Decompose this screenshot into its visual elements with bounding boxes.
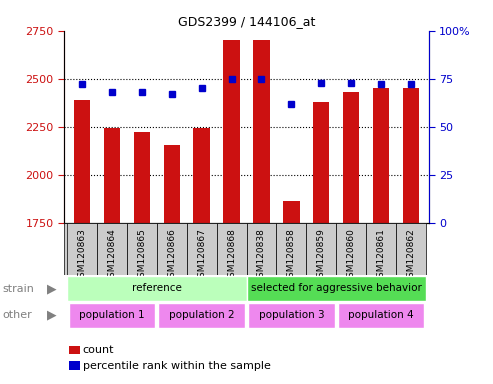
- Text: GSM120861: GSM120861: [377, 228, 386, 283]
- Bar: [403, 88, 419, 223]
- Text: strain: strain: [2, 284, 35, 294]
- Text: GSM120858: GSM120858: [287, 228, 296, 283]
- Title: GDS2399 / 144106_at: GDS2399 / 144106_at: [178, 15, 315, 28]
- Text: GSM120868: GSM120868: [227, 228, 236, 283]
- Bar: [97, 223, 127, 275]
- Text: population 4: population 4: [348, 310, 414, 320]
- Bar: [366, 223, 396, 275]
- Bar: [336, 223, 366, 275]
- Bar: [248, 303, 335, 328]
- Text: GSM120838: GSM120838: [257, 228, 266, 283]
- Bar: [193, 127, 210, 223]
- Text: percentile rank within the sample: percentile rank within the sample: [83, 361, 271, 371]
- Text: selected for aggressive behavior: selected for aggressive behavior: [251, 283, 422, 293]
- Bar: [306, 223, 336, 275]
- Bar: [373, 88, 389, 223]
- Bar: [246, 276, 426, 301]
- Text: other: other: [2, 310, 32, 320]
- Bar: [187, 223, 216, 275]
- Bar: [223, 40, 240, 223]
- Text: count: count: [83, 345, 114, 355]
- Bar: [127, 223, 157, 275]
- Bar: [283, 200, 300, 223]
- Bar: [216, 223, 246, 275]
- Bar: [313, 102, 329, 223]
- Text: GSM120863: GSM120863: [77, 228, 87, 283]
- Bar: [69, 303, 155, 328]
- Bar: [157, 223, 187, 275]
- Bar: [246, 223, 277, 275]
- Text: GSM120860: GSM120860: [347, 228, 355, 283]
- Text: GSM120859: GSM120859: [317, 228, 326, 283]
- Text: population 3: population 3: [258, 310, 324, 320]
- Bar: [396, 223, 426, 275]
- Bar: [134, 131, 150, 223]
- Bar: [164, 145, 180, 223]
- Bar: [158, 303, 245, 328]
- Text: reference: reference: [132, 283, 182, 293]
- Text: GSM120865: GSM120865: [138, 228, 146, 283]
- Bar: [277, 223, 306, 275]
- Text: GSM120864: GSM120864: [107, 228, 116, 283]
- Text: population 1: population 1: [79, 310, 145, 320]
- Bar: [104, 127, 120, 223]
- Text: ▶: ▶: [47, 282, 57, 295]
- Bar: [253, 40, 270, 223]
- Text: GSM120862: GSM120862: [406, 228, 416, 283]
- Text: population 2: population 2: [169, 310, 235, 320]
- Bar: [67, 276, 246, 301]
- Text: GSM120867: GSM120867: [197, 228, 206, 283]
- Text: GSM120866: GSM120866: [167, 228, 176, 283]
- Bar: [74, 100, 90, 223]
- Bar: [343, 92, 359, 223]
- Bar: [67, 223, 97, 275]
- Text: ▶: ▶: [47, 309, 57, 322]
- Bar: [338, 303, 424, 328]
